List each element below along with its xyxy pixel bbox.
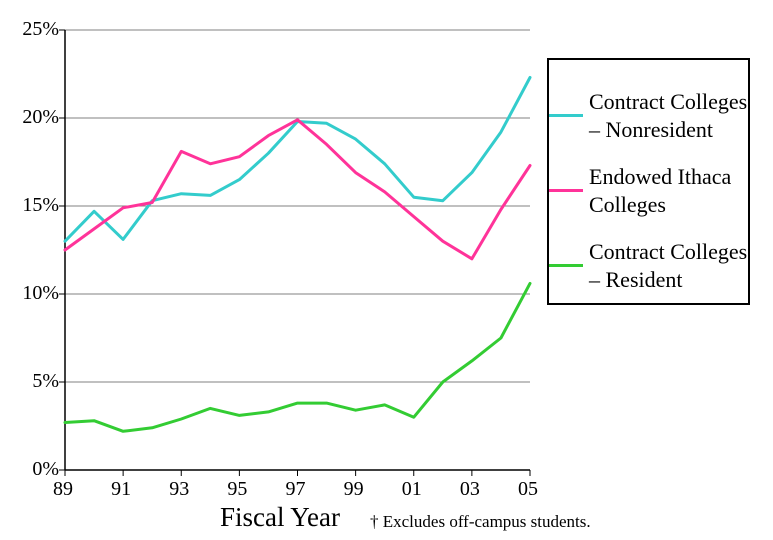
x-axis-title: Fiscal Year xyxy=(220,502,340,533)
y-tick-label: 20% xyxy=(7,106,59,129)
legend-swatch xyxy=(549,189,583,192)
x-tick-label: 89 xyxy=(53,478,73,501)
series-line-2 xyxy=(65,283,530,431)
x-tick-label: 01 xyxy=(402,478,422,501)
legend-label: Endowed Ithaca Colleges xyxy=(589,163,748,218)
footnote: † Excludes off-campus students. xyxy=(370,512,591,532)
x-tick-label: 05 xyxy=(518,478,538,501)
legend-entry: Endowed Ithaca Colleges xyxy=(549,163,748,218)
legend: Contract Colleges – Nonresident Endowed I… xyxy=(547,58,750,305)
x-tick-label: 99 xyxy=(344,478,364,501)
chart-container: { "chart": { "type": "line", "plot": { "… xyxy=(0,0,773,540)
x-tick-label: 03 xyxy=(460,478,480,501)
legend-label: Contract Colleges – Nonresident xyxy=(589,88,748,143)
y-tick-label: 15% xyxy=(7,194,59,217)
legend-swatch xyxy=(549,114,583,117)
y-tick-label: 0% xyxy=(7,458,59,481)
legend-entry: Contract Colleges – Resident xyxy=(549,238,748,293)
x-tick-label: 95 xyxy=(227,478,247,501)
x-tick-label: 93 xyxy=(169,478,189,501)
legend-entry: Contract Colleges – Nonresident xyxy=(549,88,748,143)
x-tick-label: 97 xyxy=(286,478,306,501)
x-tick-label: 91 xyxy=(111,478,131,501)
y-tick-label: 10% xyxy=(7,282,59,305)
y-tick-label: 25% xyxy=(7,18,59,41)
legend-label: Contract Colleges – Resident xyxy=(589,238,748,293)
legend-swatch xyxy=(549,264,583,267)
y-tick-label: 5% xyxy=(7,370,59,393)
series-line-0 xyxy=(65,78,530,242)
series-line-1 xyxy=(65,120,530,259)
